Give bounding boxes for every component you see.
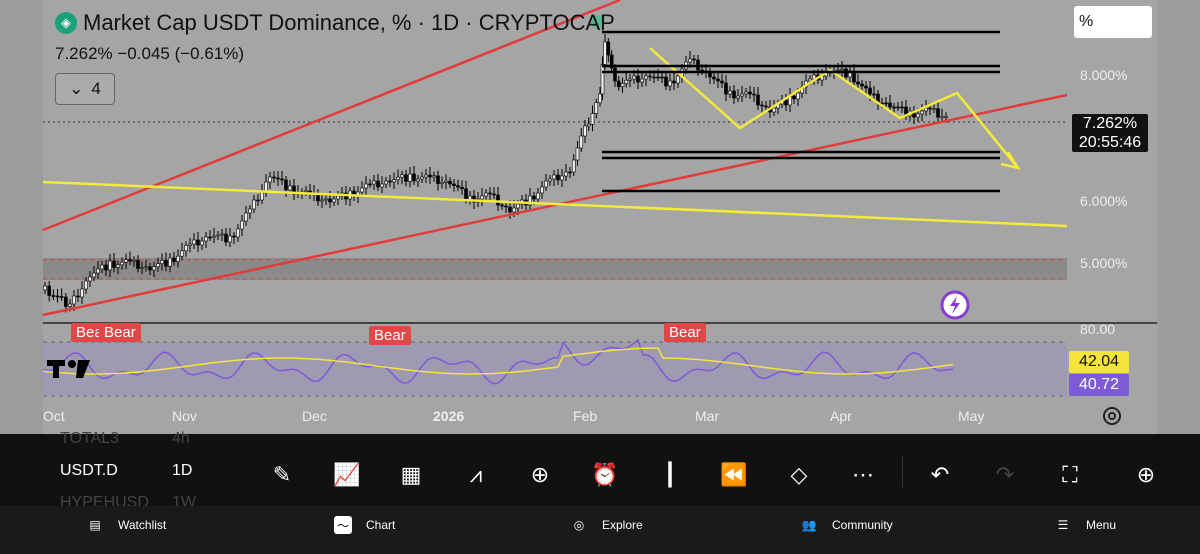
candles-icon[interactable]: ┃	[663, 462, 677, 487]
alarm-icon[interactable]: ⏰	[591, 462, 619, 487]
current-price-tag: 7.262% 20:55:46	[1072, 114, 1148, 152]
compare-icon[interactable]: ⩘	[469, 462, 483, 487]
indicators-icon[interactable]: 📈	[333, 462, 361, 487]
red-channel-upper	[42, 0, 621, 232]
rsi-ma-line	[42, 347, 954, 375]
chart-title-text: Market Cap USDT Dominance, % · 1D · CRYP…	[83, 10, 615, 35]
time-label-oct: Oct	[43, 408, 65, 424]
nav-menu-label: Menu	[1086, 518, 1117, 532]
projection-arrow-head	[1000, 151, 1021, 170]
bottom-nav	[0, 506, 1200, 554]
nav-explore-label: Explore	[602, 518, 643, 532]
rsi-ma-value: 42.04	[1069, 351, 1129, 373]
indicator-toggle-button[interactable]: ⌄ 4	[55, 73, 115, 105]
pencil-icon[interactable]: ✎	[272, 462, 292, 487]
watchlist-icon: ▤	[89, 518, 101, 532]
chart-icon: 〜	[334, 516, 352, 534]
time-label-may: May	[958, 408, 985, 424]
nav-watchlist-label: Watchlist	[118, 518, 167, 532]
demand-zone	[43, 258, 1067, 280]
compass-icon: ◎	[573, 518, 585, 532]
active-symbol[interactable]: USDT.D	[60, 462, 118, 479]
tether-logo-icon: ◈	[55, 12, 77, 34]
chart-drawing[interactable]	[0, 0, 1200, 434]
symbol-timeframe: 4h	[172, 430, 190, 447]
chart-area[interactable]: ◈ Market Cap USDT Dominance, % · 1D · CR…	[0, 0, 1200, 434]
rsi-axis-80: 80.00	[1080, 321, 1116, 337]
nav-explore[interactable]: ◎ Explore	[570, 516, 643, 534]
grid-icon[interactable]: ▦	[400, 462, 422, 487]
time-label-mar: Mar	[695, 408, 720, 424]
nav-watchlist[interactable]: ▤ Watchlist	[86, 516, 166, 534]
toolbar-divider	[902, 455, 903, 487]
bear-label: Bear	[99, 323, 141, 342]
bottom-toolbar	[0, 434, 1200, 506]
nav-menu[interactable]: ☰ Menu	[1054, 516, 1116, 534]
time-label-dec: Dec	[302, 408, 327, 424]
price-label-8: 8.000%	[1080, 67, 1128, 83]
hamburger-icon: ☰	[1057, 518, 1069, 532]
active-timeframe[interactable]: 1D	[172, 462, 193, 479]
replay-icon[interactable]: ⏪	[720, 462, 748, 487]
time-label-2026: 2026	[433, 408, 465, 424]
pulse-dot	[591, 15, 605, 29]
yellow-projection	[649, 47, 1019, 169]
unit-button[interactable]: %	[1074, 6, 1152, 38]
rsi-band	[43, 342, 1067, 396]
bear-label: Bear	[369, 326, 411, 345]
nav-chart-label: Chart	[366, 518, 396, 532]
rsi-value: 40.72	[1069, 374, 1129, 396]
fullscreen-icon[interactable]: ⛶	[1062, 462, 1078, 487]
time-label-feb: Feb	[573, 408, 598, 424]
plus-icon[interactable]: ⊕	[530, 462, 550, 487]
rsi-line	[42, 338, 954, 385]
price-label-6: 6.000%	[1080, 193, 1128, 209]
indicator-count: 4	[91, 79, 101, 98]
time-label-nov: Nov	[172, 408, 197, 424]
current-price: 7.262%	[1082, 115, 1138, 132]
symbol-item[interactable]: TOTAL3	[60, 430, 119, 447]
time-label-apr: Apr	[830, 408, 852, 424]
chevron-down-icon: ⌄	[69, 79, 84, 98]
redo-icon[interactable]: ↷	[995, 462, 1015, 487]
price-label-5: 5.000%	[1080, 255, 1128, 271]
crosshair-icon[interactable]: ⊕	[1136, 462, 1156, 487]
bear-label: Bear	[664, 323, 706, 342]
undo-icon[interactable]: ↶	[930, 462, 950, 487]
nav-community-label: Community	[832, 518, 893, 532]
ohlc-readout: 7.262% −0.045 (−0.61%)	[55, 44, 245, 63]
tradingview-logo-icon	[47, 360, 90, 378]
nav-chart[interactable]: 〜 Chart	[334, 516, 395, 534]
more-icon[interactable]: ⋯	[852, 462, 874, 487]
community-icon: 👥	[801, 518, 817, 532]
settings-icon	[1103, 407, 1121, 425]
yellow-trendline	[42, 180, 1068, 228]
bar-countdown: 20:55:46	[1078, 134, 1142, 151]
nav-community[interactable]: 👥 Community	[800, 516, 893, 534]
chart-title[interactable]: ◈ Market Cap USDT Dominance, % · 1D · CR…	[55, 10, 615, 36]
layers-icon[interactable]: ◇	[790, 462, 808, 487]
